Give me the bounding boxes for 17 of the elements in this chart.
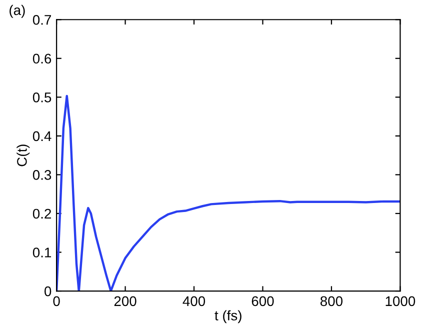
y-tick-label: 0 [44,286,52,296]
x-tick-label: 600 [252,296,274,306]
text: (a) [10,4,25,18]
x-axis-title: t (fs) [214,310,242,324]
x-tick-label: 200 [114,296,136,306]
y-tick-label: 0.6 [32,54,52,64]
y-tick-label: 0.1 [32,248,52,258]
x-tick-label: 0 [53,296,60,306]
y-tick-label: 0.4 [32,131,52,142]
y-tick-label: 0.5 [32,92,52,102]
y-tick-label: 0.7 [32,14,51,25]
x-tick-label: 1000 [386,296,416,306]
y-tick-label: 0.3 [32,170,52,180]
y-tick-label: 0.2 [32,208,51,219]
x-tick-label: 800 [320,296,343,306]
y-axis-title: C(t) [16,144,30,166]
x-tick-label: 400 [182,296,206,306]
